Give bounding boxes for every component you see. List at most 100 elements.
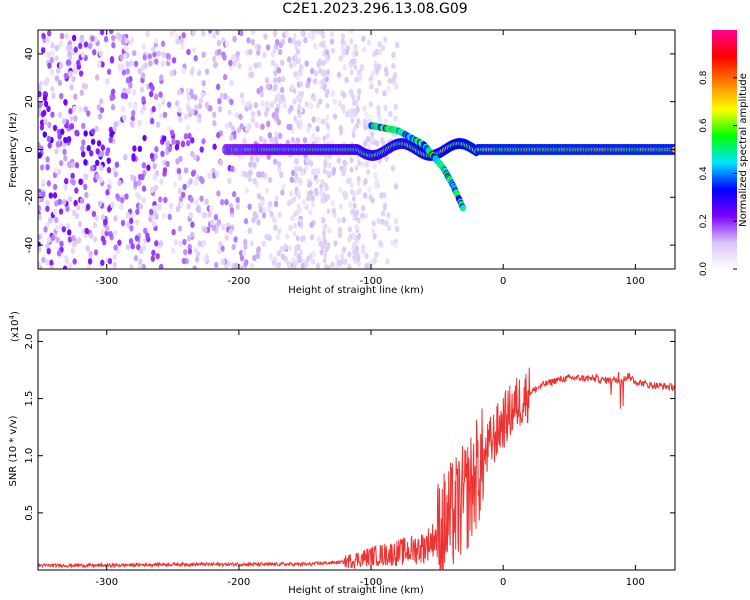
spectrogram-y-axis: -40 -20 0 20 40 [24,48,675,253]
spectrogram-cell [182,183,187,191]
spectrogram-cell [157,204,162,211]
spectrogram-cell [347,236,352,243]
spectrogram-cell [274,63,279,70]
spectrogram-cell [369,131,375,138]
spectrogram-cell [100,214,106,221]
spectrogram-cell [38,90,42,98]
spectrogram-cell [43,100,49,108]
spectrogram-cell [192,265,197,269]
spectrogram-cell [162,212,167,219]
spectrogram-cell [192,153,197,161]
spectrogram-cell [171,138,176,145]
spectrogram-cell [297,103,301,110]
spectrogram-cell [140,72,146,79]
spectrogram-cell [203,226,208,234]
spectrogram-cell [311,133,316,140]
spectrogram-cell [360,244,366,251]
spectrogram-cell [306,81,311,89]
spectrogram-cell [280,59,285,67]
spectrogram-cell [188,212,194,219]
spectrogram-cell [304,204,309,211]
spectrogram-cell [201,239,207,246]
spectrogram-cell [290,83,295,91]
spectrogram-cell [351,132,356,139]
spectrogram-cell [110,104,116,111]
spectrogram-cell [292,88,297,95]
spectrogram-cell [90,138,96,145]
spectrogram-cell [120,106,126,113]
spectrogram-cell [292,32,297,39]
spectrogram-cell [362,46,367,54]
spectrogram-cell [153,153,158,160]
spectrogram-cell [158,196,163,203]
spectrogram-cell [312,168,317,175]
spectrogram-cell [271,259,276,266]
spectrogram-cell [283,243,288,251]
spectrogram-cell [245,123,250,131]
spectrogram-cell [293,211,297,218]
spectrogram-cell [47,236,52,244]
spectrogram-cell [321,33,325,40]
spectrogram-cell [350,117,355,124]
spectrogram-cell [232,35,237,43]
spectrogram-cell [212,119,217,127]
spectrogram-cell [127,101,133,108]
spectrogram-cell [136,243,141,251]
spectrogram-heatmap [38,30,675,269]
colorbar-label: Normalized spectral amplitude [738,73,749,227]
spectrogram-cell [348,201,353,208]
spectrogram-cell [58,62,64,69]
spectrogram-cell [341,170,346,177]
spectrogram-cell [333,240,338,247]
spectrogram-cell [299,235,305,243]
spectrogram-cell [52,192,58,199]
spectrogram-cell [137,263,143,269]
spectrogram-cell [347,264,352,269]
spectrogram-x-axis: -300 -200 -100 0 100 [95,30,645,287]
spectrogram-cell [149,152,155,160]
spectrogram-cell [158,263,164,269]
spectrogram-cell [157,102,162,110]
spectrogram-cell [129,264,134,269]
spectrogram-cell [100,144,106,151]
spectrogram-cell [332,98,338,105]
snr-y-tick-label: 1.5 [24,391,35,407]
spectrogram-cell [65,223,70,230]
spectrogram-cell [322,135,327,142]
spectrogram-cell [254,213,259,220]
spectrogram-cell [353,257,358,264]
spectrogram-cell [384,155,389,162]
spectrogram-cell [281,183,286,190]
spectrogram-cell [204,198,209,206]
spectrogram-cell [59,92,64,100]
spectrogram-cell [264,187,270,194]
spectrogram-cell [309,102,314,110]
spectrogram-cell [161,135,167,142]
spectrogram-cell [193,247,199,254]
spectrogram-cell [57,79,63,86]
spectrogram-cell [63,155,68,162]
spectrogram-cell [391,51,396,59]
spectrogram-cell [248,48,253,56]
spectrogram-cell [119,203,124,210]
spectrogram-cell [256,110,262,117]
spectrogram-cell [119,54,124,61]
spectrogram-cell [276,161,282,168]
spectrogram-cell [261,212,267,219]
spectrogram-cell [109,30,114,35]
spectrogram-cell [374,251,379,258]
spectrogram-cell [214,170,220,178]
spectrogram-cell [213,214,219,221]
spectrogram-cell [83,105,88,113]
spectrogram-cell [289,104,294,112]
spectrogram-cell [38,214,43,221]
spectrogram-cell [371,69,376,76]
spectrogram-cell [273,76,278,84]
snr-y-multiplier: (x104) [8,311,21,342]
spectrogram-cell [311,250,317,257]
spectrogram-cell [148,60,153,67]
spectrogram-cell [108,136,113,144]
spectrogram-cell [118,65,123,72]
spectrogram-cell [292,98,297,105]
spectrogram-cell [94,215,100,222]
